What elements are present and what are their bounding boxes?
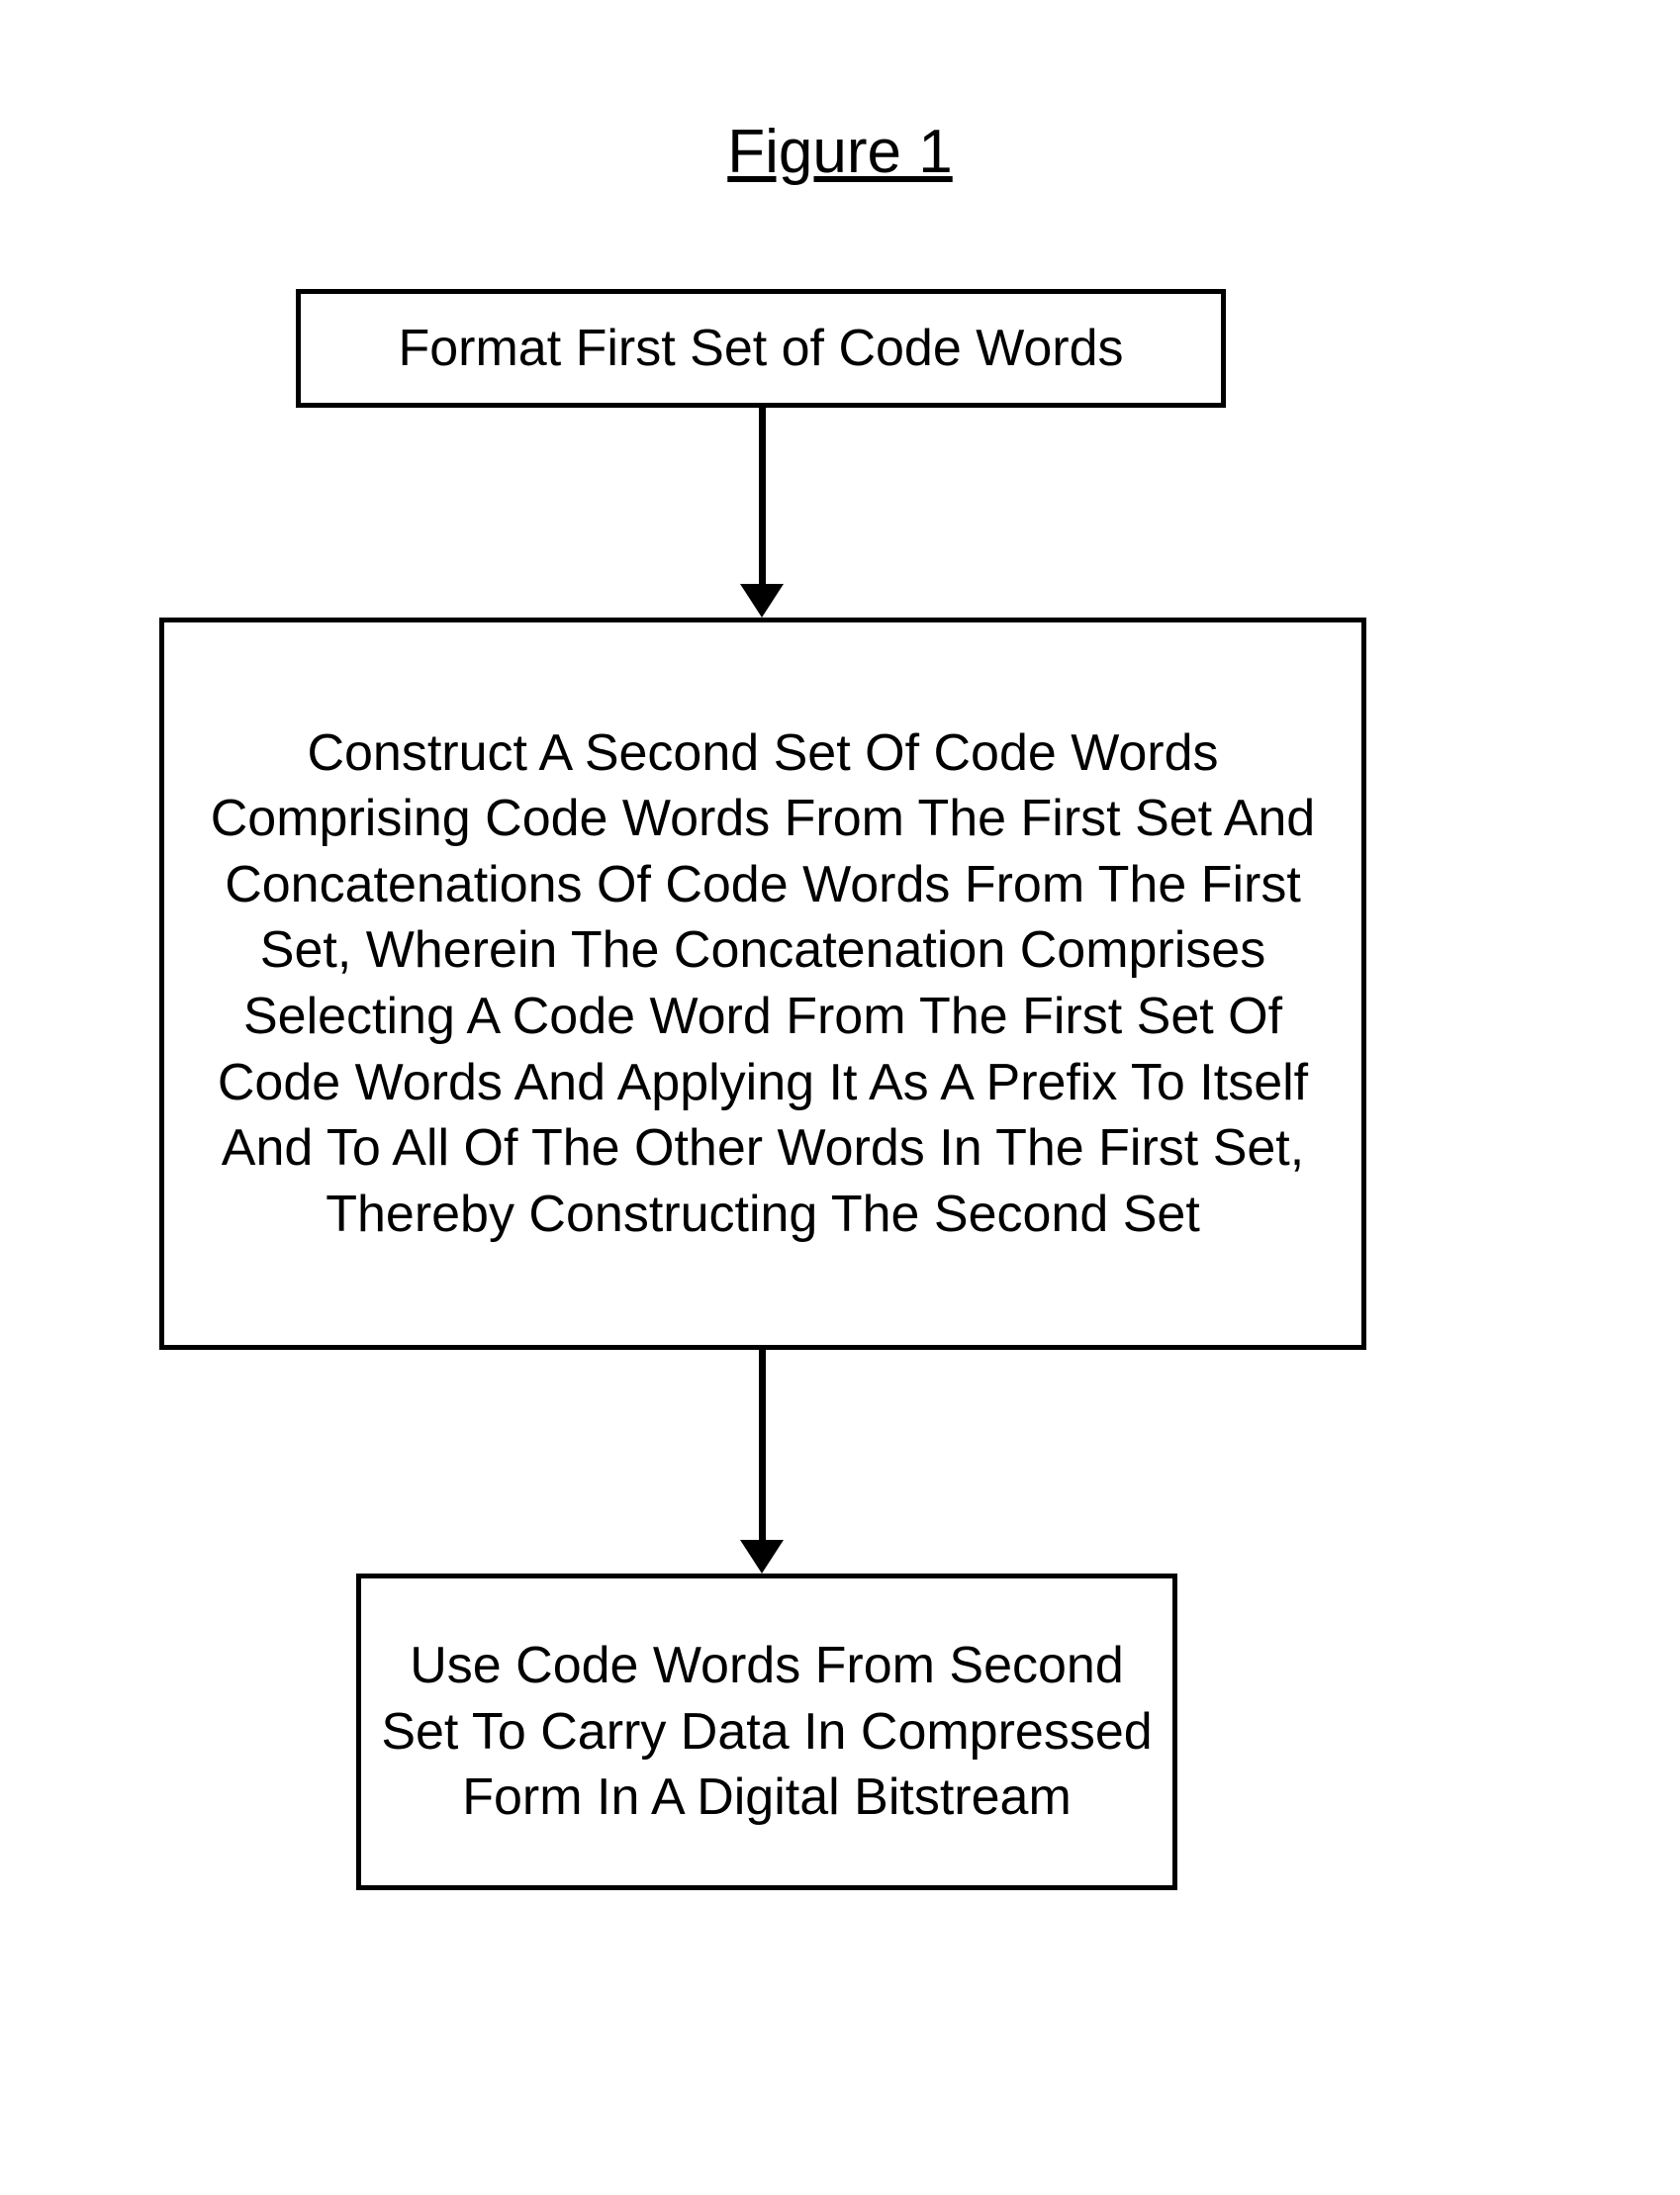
flow-step-1-text: Format First Set of Code Words [398,316,1123,382]
arrow-2-line [759,1350,766,1540]
arrow-1-head [740,584,784,618]
flow-step-3: Use Code Words From Second Set To Carry … [356,1574,1177,1890]
flow-step-3-text: Use Code Words From Second Set To Carry … [381,1633,1153,1831]
figure-page: Figure 1 Format First Set of Code Words … [0,0,1680,2195]
flow-step-2: Construct A Second Set Of Code Words Com… [159,618,1366,1350]
figure-title: Figure 1 [0,117,1680,187]
arrow-1-line [759,408,766,584]
flow-step-1: Format First Set of Code Words [296,289,1226,408]
arrow-2-head [740,1540,784,1574]
flow-step-2-text: Construct A Second Set Of Code Words Com… [184,720,1342,1247]
